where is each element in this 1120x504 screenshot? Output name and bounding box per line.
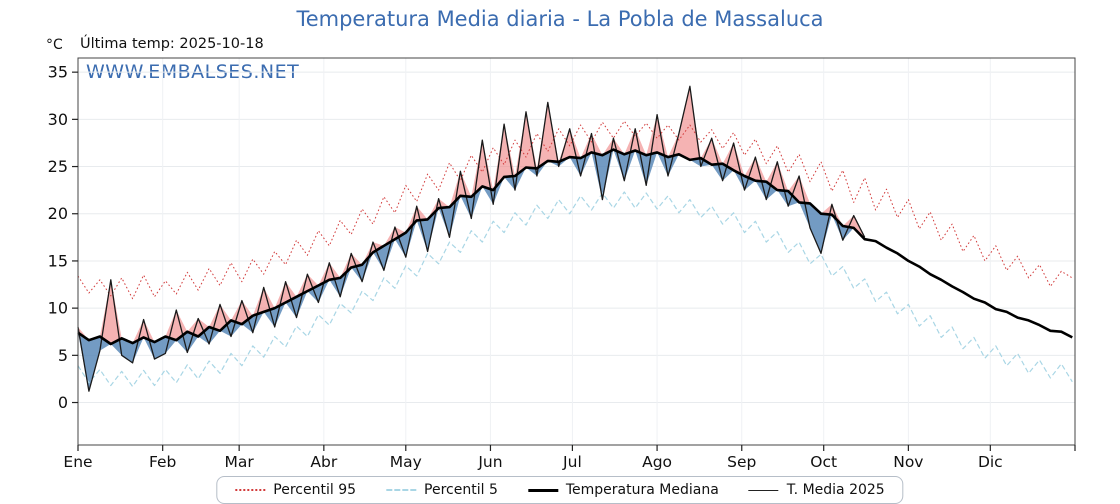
legend-label-media-2025: T. Media 2025 (786, 482, 885, 498)
percentil-5-line-sample-icon (386, 489, 417, 491)
plot-frame (77, 57, 1076, 446)
legend-item-mediana: Temperatura Mediana (527, 482, 719, 498)
x-tick-label: Nov (893, 453, 923, 471)
legend: Percentil 95 Percentil 5 Temperatura Med… (216, 476, 904, 504)
plot-area: 0 5 10 15 20 25 30 35 Ene Feb Mar Abr May Jun Jul Ago Se… (48, 57, 1076, 471)
x-tick-label: May (390, 453, 422, 471)
legend-label-mediana: Temperatura Mediana (565, 482, 719, 498)
legend-item-percentil-95: Percentil 95 (235, 482, 356, 498)
x-tick-label: Jul (562, 453, 582, 471)
percentil-95-line (77, 120, 1073, 300)
mediana-line (77, 148, 1073, 346)
x-tick-label: Feb (149, 453, 176, 471)
x-tick-label: Mar (225, 453, 255, 471)
x-tick-label: Abr (310, 453, 337, 471)
y-tick-label: 20 (48, 204, 68, 223)
chart-title: Temperatura Media diaria - La Pobla de M… (296, 7, 824, 31)
y-tick-label: 15 (48, 251, 68, 270)
y-tick-label: 25 (48, 157, 68, 176)
percentil-95-line-sample-icon (235, 489, 266, 491)
x-tick-label: Jun (477, 453, 502, 471)
y-tick-label: 30 (48, 110, 68, 129)
mediana-line-sample-icon (527, 488, 558, 492)
legend-label-percentil-95: Percentil 95 (273, 482, 357, 498)
y-tick-label: 5 (58, 346, 68, 365)
x-tick-label: Ene (63, 453, 92, 471)
x-tick-label: Dic (978, 453, 1003, 471)
last-temp-label: Última temp: 2025-10-18 (80, 36, 264, 52)
y-axis-unit-label: °C (46, 37, 63, 53)
media-2025-line (77, 85, 866, 392)
y-tick-label: 35 (48, 63, 68, 82)
x-tick-label: Oct (810, 453, 837, 471)
legend-item-percentil-5: Percentil 5 (386, 482, 498, 498)
y-tick-label: 10 (48, 299, 68, 318)
legend-label-percentil-5: Percentil 5 (424, 482, 498, 498)
legend-item-media-2025: T. Media 2025 (748, 482, 885, 498)
percentil-5-line (77, 191, 1073, 388)
x-tick-label: Ago (642, 453, 672, 471)
x-tick-label: Sep (727, 453, 756, 471)
y-tick-label: 0 (58, 393, 68, 412)
media-2025-line-sample-icon (748, 489, 779, 491)
